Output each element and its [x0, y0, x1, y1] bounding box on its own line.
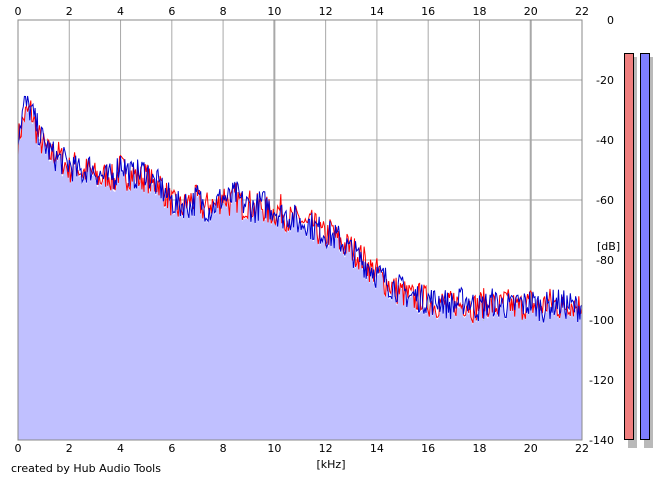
level-meter-right: [640, 53, 650, 440]
y-tick-label: -20: [596, 74, 614, 87]
x-tick-label-top: 0: [15, 5, 22, 18]
y-tick-label: 0: [607, 14, 614, 27]
x-tick-label-top: 6: [168, 5, 175, 18]
plot-border: [17, 19, 583, 441]
x-tick-label-bottom: 12: [319, 442, 333, 455]
y-tick-labels: 0 -20 -40 -60 -80 -100 -120 -140: [589, 14, 614, 447]
x-tick-label-bottom: 2: [66, 442, 73, 455]
x-tick-label-bottom: 6: [168, 442, 175, 455]
x-tick-label-bottom: 18: [472, 442, 486, 455]
x-tick-label-top: 20: [524, 5, 538, 18]
x-tick-label-bottom: 10: [267, 442, 281, 455]
x-tick-label-bottom: 4: [117, 442, 124, 455]
x-tick-label-top: 22: [575, 5, 589, 18]
y-tick-label: -100: [589, 314, 614, 327]
x-tick-label-top: 12: [319, 5, 333, 18]
y-tick-label: -120: [589, 374, 614, 387]
y-tick-label: -140: [589, 434, 614, 447]
x-tick-label-top: 18: [472, 5, 486, 18]
x-tick-label-top: 4: [117, 5, 124, 18]
level-meter-left: [624, 53, 634, 440]
y-tick-label: -40: [596, 134, 614, 147]
x-tick-label-bottom: 0: [15, 442, 22, 455]
x-tick-label-top: 10: [267, 5, 281, 18]
series-blue-line: [17, 95, 583, 323]
x-tick-label-top: 16: [421, 5, 435, 18]
y-tick-label: -80: [596, 254, 614, 267]
x-tick-labels-bottom: 0 2 4 6 8 10 12 14 16 18 20 22: [15, 442, 590, 455]
y-axis-label: [dB]: [597, 240, 620, 253]
x-tick-label-top: 14: [370, 5, 384, 18]
y-tick-label: -60: [596, 194, 614, 207]
x-tick-label-bottom: 20: [524, 442, 538, 455]
x-tick-labels-top: 0 2 4 6 8 10 12 14 16 18 20 22: [15, 5, 590, 18]
x-tick-label-top: 8: [220, 5, 227, 18]
footer-credit: created by Hub Audio Tools: [11, 462, 161, 475]
x-tick-label-bottom: 8: [220, 442, 227, 455]
x-tick-label-top: 2: [66, 5, 73, 18]
x-tick-label-bottom: 16: [421, 442, 435, 455]
x-tick-label-bottom: 14: [370, 442, 384, 455]
x-tick-label-bottom: 22: [575, 442, 589, 455]
spectrum-fill: [18, 108, 582, 441]
x-axis-label: [kHz]: [317, 458, 346, 471]
